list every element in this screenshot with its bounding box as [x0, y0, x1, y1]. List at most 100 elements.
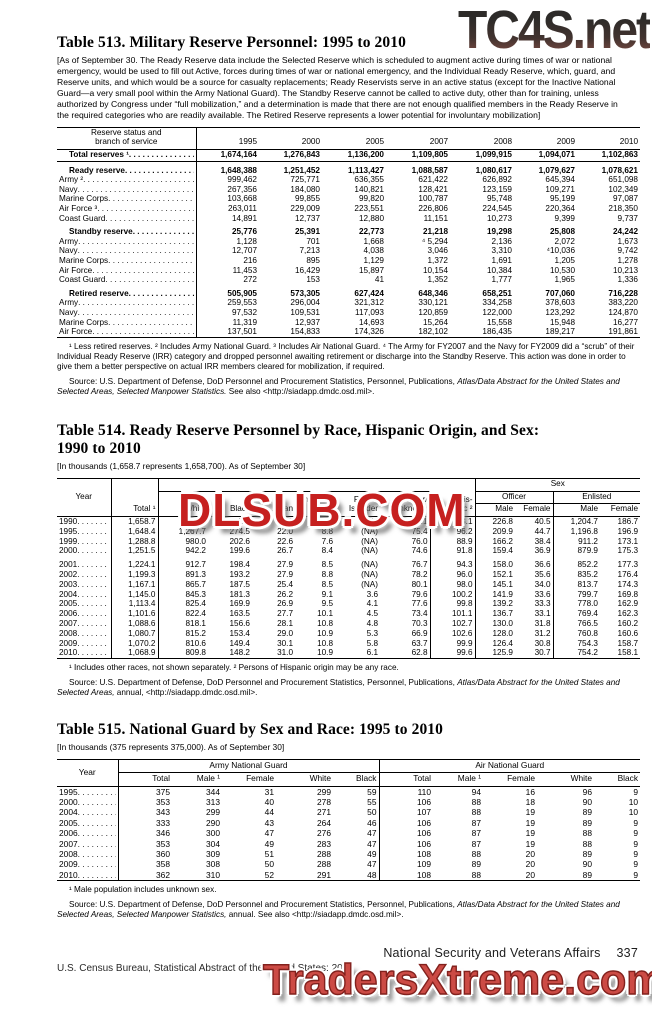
cell: 4.1: [366, 599, 378, 609]
dot-leader: [77, 619, 108, 629]
cell: (NA): [361, 536, 378, 546]
cell: 148.2: [229, 648, 251, 658]
cell: 162.9: [617, 599, 639, 609]
cell: 865.7: [185, 579, 207, 589]
cell: 1,278: [617, 255, 639, 265]
table-row: Marine Corps 11,319 12,937 14,693 15,264 15,5…: [57, 317, 640, 328]
cell: 176.4: [617, 570, 639, 580]
row-label: 1999: [57, 536, 112, 547]
cell: 102.6: [430, 628, 476, 639]
cell: 153.4: [229, 628, 251, 638]
cell: 91.8: [430, 546, 476, 557]
cell: 66.9: [380, 628, 431, 639]
cell: 139.2: [492, 599, 514, 609]
cell: 196.9: [617, 526, 639, 536]
row-label-text: 2001: [59, 560, 78, 570]
cell: 55: [333, 797, 380, 808]
row-label: Navy: [57, 307, 197, 318]
cell: 10.8: [317, 619, 333, 629]
cell: 9: [633, 838, 639, 849]
row-label-text: Coast Guard: [59, 275, 106, 285]
column-header-air-female: Female: [483, 772, 537, 787]
table-row: 1990 1,658.7 1,304.6 272.3 14.9 7.8 (NA)59.183…: [57, 516, 640, 527]
cell: 145.1: [492, 579, 514, 589]
cell: 1,668: [363, 236, 385, 246]
cell: 810.6: [185, 638, 207, 648]
cell: 845.3: [185, 589, 207, 599]
cell: 3.6: [366, 589, 378, 599]
table515-body: 1995375344312995911094169692000353313402…: [57, 786, 640, 881]
cell: 102,349: [608, 184, 638, 194]
cell: 106: [417, 828, 431, 839]
table514-title-line1: Table 514. Ready Reserve Personnel by Ra…: [57, 422, 540, 440]
cell: 47: [264, 828, 274, 839]
cell: 19: [525, 817, 535, 828]
table514: Year Total ¹ His- panic ² Sex White Blac…: [57, 477, 641, 660]
cell: 15,264: [422, 317, 448, 327]
table-row: 1999 1,288.8 980.0 202.6 22.6 7.6 (NA)76.088.9…: [57, 536, 640, 547]
cell: (NA): [361, 546, 378, 556]
cell: 97,087: [612, 194, 638, 204]
row-label: Air Force: [57, 265, 197, 276]
dot-leader: [78, 298, 193, 308]
column-header-reserve-status: Reserve status and branch of service: [57, 127, 197, 151]
cell: 50: [264, 859, 274, 870]
cell: 769.4: [577, 609, 599, 619]
cell: 59: [333, 786, 380, 798]
cell: 46: [333, 817, 380, 829]
cell: 8.5: [321, 560, 333, 570]
row-label: Retired reserve: [57, 284, 197, 299]
cell: 187.5: [229, 579, 251, 589]
row-label: 2009: [57, 638, 112, 649]
cell: (NA): [361, 579, 378, 589]
row-label: Coast Guard: [57, 213, 197, 224]
cell: 26.9: [277, 599, 293, 609]
cell: 378,603: [545, 298, 575, 308]
cell: 87: [471, 828, 481, 839]
cell: 75.4: [380, 526, 431, 537]
column-header-year: 1995: [196, 127, 259, 151]
cell: 137,501: [227, 327, 257, 337]
row-label: 2009: [57, 859, 119, 870]
table513-source: Source: U.S. Department of Defense, DoD …: [57, 377, 641, 398]
cell: 278: [317, 797, 331, 808]
dot-leader: [108, 256, 193, 266]
table514-body: 19901,658.71,304.6272.314.97.8(NA)59.183…: [57, 516, 640, 659]
cell: 19: [525, 807, 535, 818]
row-label: 2008: [57, 628, 112, 639]
cell: 10: [628, 807, 639, 818]
cell: 14.9: [277, 517, 293, 527]
cell: 334,258: [482, 298, 512, 308]
cell: 125.9: [492, 648, 514, 658]
column-header-officer-male: Male: [475, 503, 515, 518]
row-label-text: Marine Corps: [59, 255, 109, 265]
cell: 186.7: [617, 517, 639, 527]
cell: 1,113.4: [111, 599, 159, 610]
cell: 8.4: [321, 546, 333, 556]
cell: 505,905: [227, 288, 257, 298]
row-label-text: Standby reserve: [69, 227, 133, 237]
cell: 25,776: [231, 227, 257, 237]
table-row: 2001 1,224.1 912.7 198.4 27.9 8.5 (NA)76.794.3…: [57, 556, 640, 571]
row-label: 1995: [57, 786, 119, 798]
cell: 224,545: [482, 203, 512, 213]
cell: 41: [374, 275, 384, 285]
cell: 999,462: [227, 175, 257, 185]
column-header-army-black: Black: [333, 772, 380, 787]
table514-header: Year Total ¹ His- panic ² Sex White Blac…: [57, 478, 641, 518]
row-label-text: 2004: [59, 589, 78, 599]
cell: 304: [206, 838, 220, 849]
cell: 8.8: [321, 526, 333, 536]
table515-title: Table 515. National Guard by Sex and Rac…: [57, 721, 443, 739]
cell: 49: [333, 849, 380, 860]
table513-footnotes: ¹ Less retired reserves. ² Includes Army…: [57, 341, 635, 372]
row-label: Marine Corps: [57, 194, 197, 204]
dot-leader: [108, 194, 193, 204]
row-label-text: Air Force: [59, 327, 93, 337]
cell: 52: [264, 869, 274, 880]
cell: 98.0: [430, 579, 476, 590]
cell: 199.6: [229, 546, 251, 556]
cell: 25.4: [277, 579, 293, 589]
cell: 3,046: [427, 246, 449, 256]
